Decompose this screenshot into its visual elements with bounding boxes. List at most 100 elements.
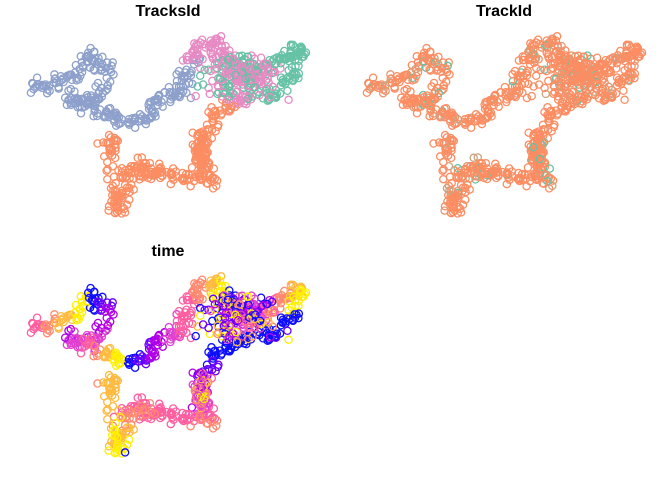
data-point <box>612 64 621 73</box>
data-point <box>534 80 544 89</box>
data-point <box>439 174 448 184</box>
data-point <box>219 301 228 311</box>
data-point <box>106 133 116 142</box>
data-point <box>105 138 114 148</box>
data-point <box>525 60 535 69</box>
data-point <box>110 448 120 458</box>
data-point <box>113 439 123 448</box>
data-point <box>213 321 223 330</box>
data-point <box>244 323 253 333</box>
data-point <box>466 115 476 124</box>
data-point <box>190 39 199 48</box>
data-point <box>41 80 50 89</box>
data-point <box>229 294 238 304</box>
data-point <box>288 40 298 50</box>
data-point <box>473 153 483 162</box>
data-point <box>199 154 209 164</box>
data-point <box>130 115 140 124</box>
data-point <box>231 87 241 97</box>
data-point <box>263 59 272 69</box>
data-point <box>111 349 120 359</box>
data-point <box>192 54 201 64</box>
data-point <box>288 280 298 290</box>
data-point <box>57 75 67 85</box>
data-point <box>284 95 293 105</box>
data-point <box>109 70 118 79</box>
data-point <box>561 81 570 91</box>
data-point <box>540 65 549 74</box>
data-point <box>166 179 176 189</box>
data-point <box>181 80 191 89</box>
data-point <box>125 195 134 204</box>
data-point <box>221 309 231 318</box>
data-point <box>42 88 52 98</box>
data-point <box>278 318 287 327</box>
data-point <box>379 85 388 94</box>
data-point <box>66 338 76 348</box>
data-point <box>130 355 140 364</box>
data-point <box>131 409 140 418</box>
data-point <box>164 322 174 332</box>
data-point <box>104 202 114 211</box>
data-point <box>193 82 202 91</box>
data-point <box>612 59 622 68</box>
data-point <box>195 368 205 378</box>
data-point <box>368 73 378 82</box>
data-point <box>182 305 191 314</box>
data-point <box>64 86 73 95</box>
data-point <box>93 139 102 148</box>
data-point <box>526 39 535 48</box>
data-point <box>399 71 408 80</box>
data-point <box>300 289 309 299</box>
data-point <box>544 76 553 86</box>
data-point <box>624 40 634 50</box>
data-point <box>178 416 188 425</box>
data-point <box>106 423 116 433</box>
data-point <box>32 313 42 322</box>
data-point <box>101 112 110 122</box>
data-point <box>100 307 110 317</box>
data-point <box>103 414 112 424</box>
data-point <box>614 78 623 87</box>
data-point <box>219 61 228 71</box>
data-point <box>413 58 423 67</box>
data-point <box>408 94 418 103</box>
data-point <box>443 61 452 71</box>
data-point <box>456 204 465 214</box>
data-point <box>226 344 236 354</box>
data-point <box>248 332 257 341</box>
data-point <box>245 65 255 74</box>
data-point <box>229 54 238 64</box>
data-point <box>469 153 478 163</box>
data-point <box>186 93 196 103</box>
data-point <box>291 61 300 71</box>
data-point <box>166 408 176 417</box>
data-point <box>76 109 86 118</box>
data-point <box>42 328 52 338</box>
data-point <box>539 179 548 189</box>
data-point <box>206 66 215 76</box>
data-point <box>264 318 273 327</box>
data-point <box>200 371 209 380</box>
data-point <box>402 98 412 108</box>
data-point <box>70 99 80 108</box>
data-point <box>232 337 242 347</box>
data-point <box>103 174 112 184</box>
data-point <box>580 60 589 70</box>
data-point <box>284 335 293 345</box>
data-point <box>599 59 608 69</box>
data-point <box>378 88 388 98</box>
data-point <box>194 290 203 300</box>
data-point <box>544 116 553 126</box>
data-point <box>555 81 565 91</box>
data-point <box>83 288 93 298</box>
data-point <box>198 80 208 89</box>
data-point <box>77 298 87 307</box>
data-point <box>204 42 214 51</box>
data-point <box>584 92 593 101</box>
data-point <box>243 52 252 61</box>
data-point <box>203 419 212 429</box>
data-point <box>248 92 257 101</box>
data-point <box>238 332 247 341</box>
